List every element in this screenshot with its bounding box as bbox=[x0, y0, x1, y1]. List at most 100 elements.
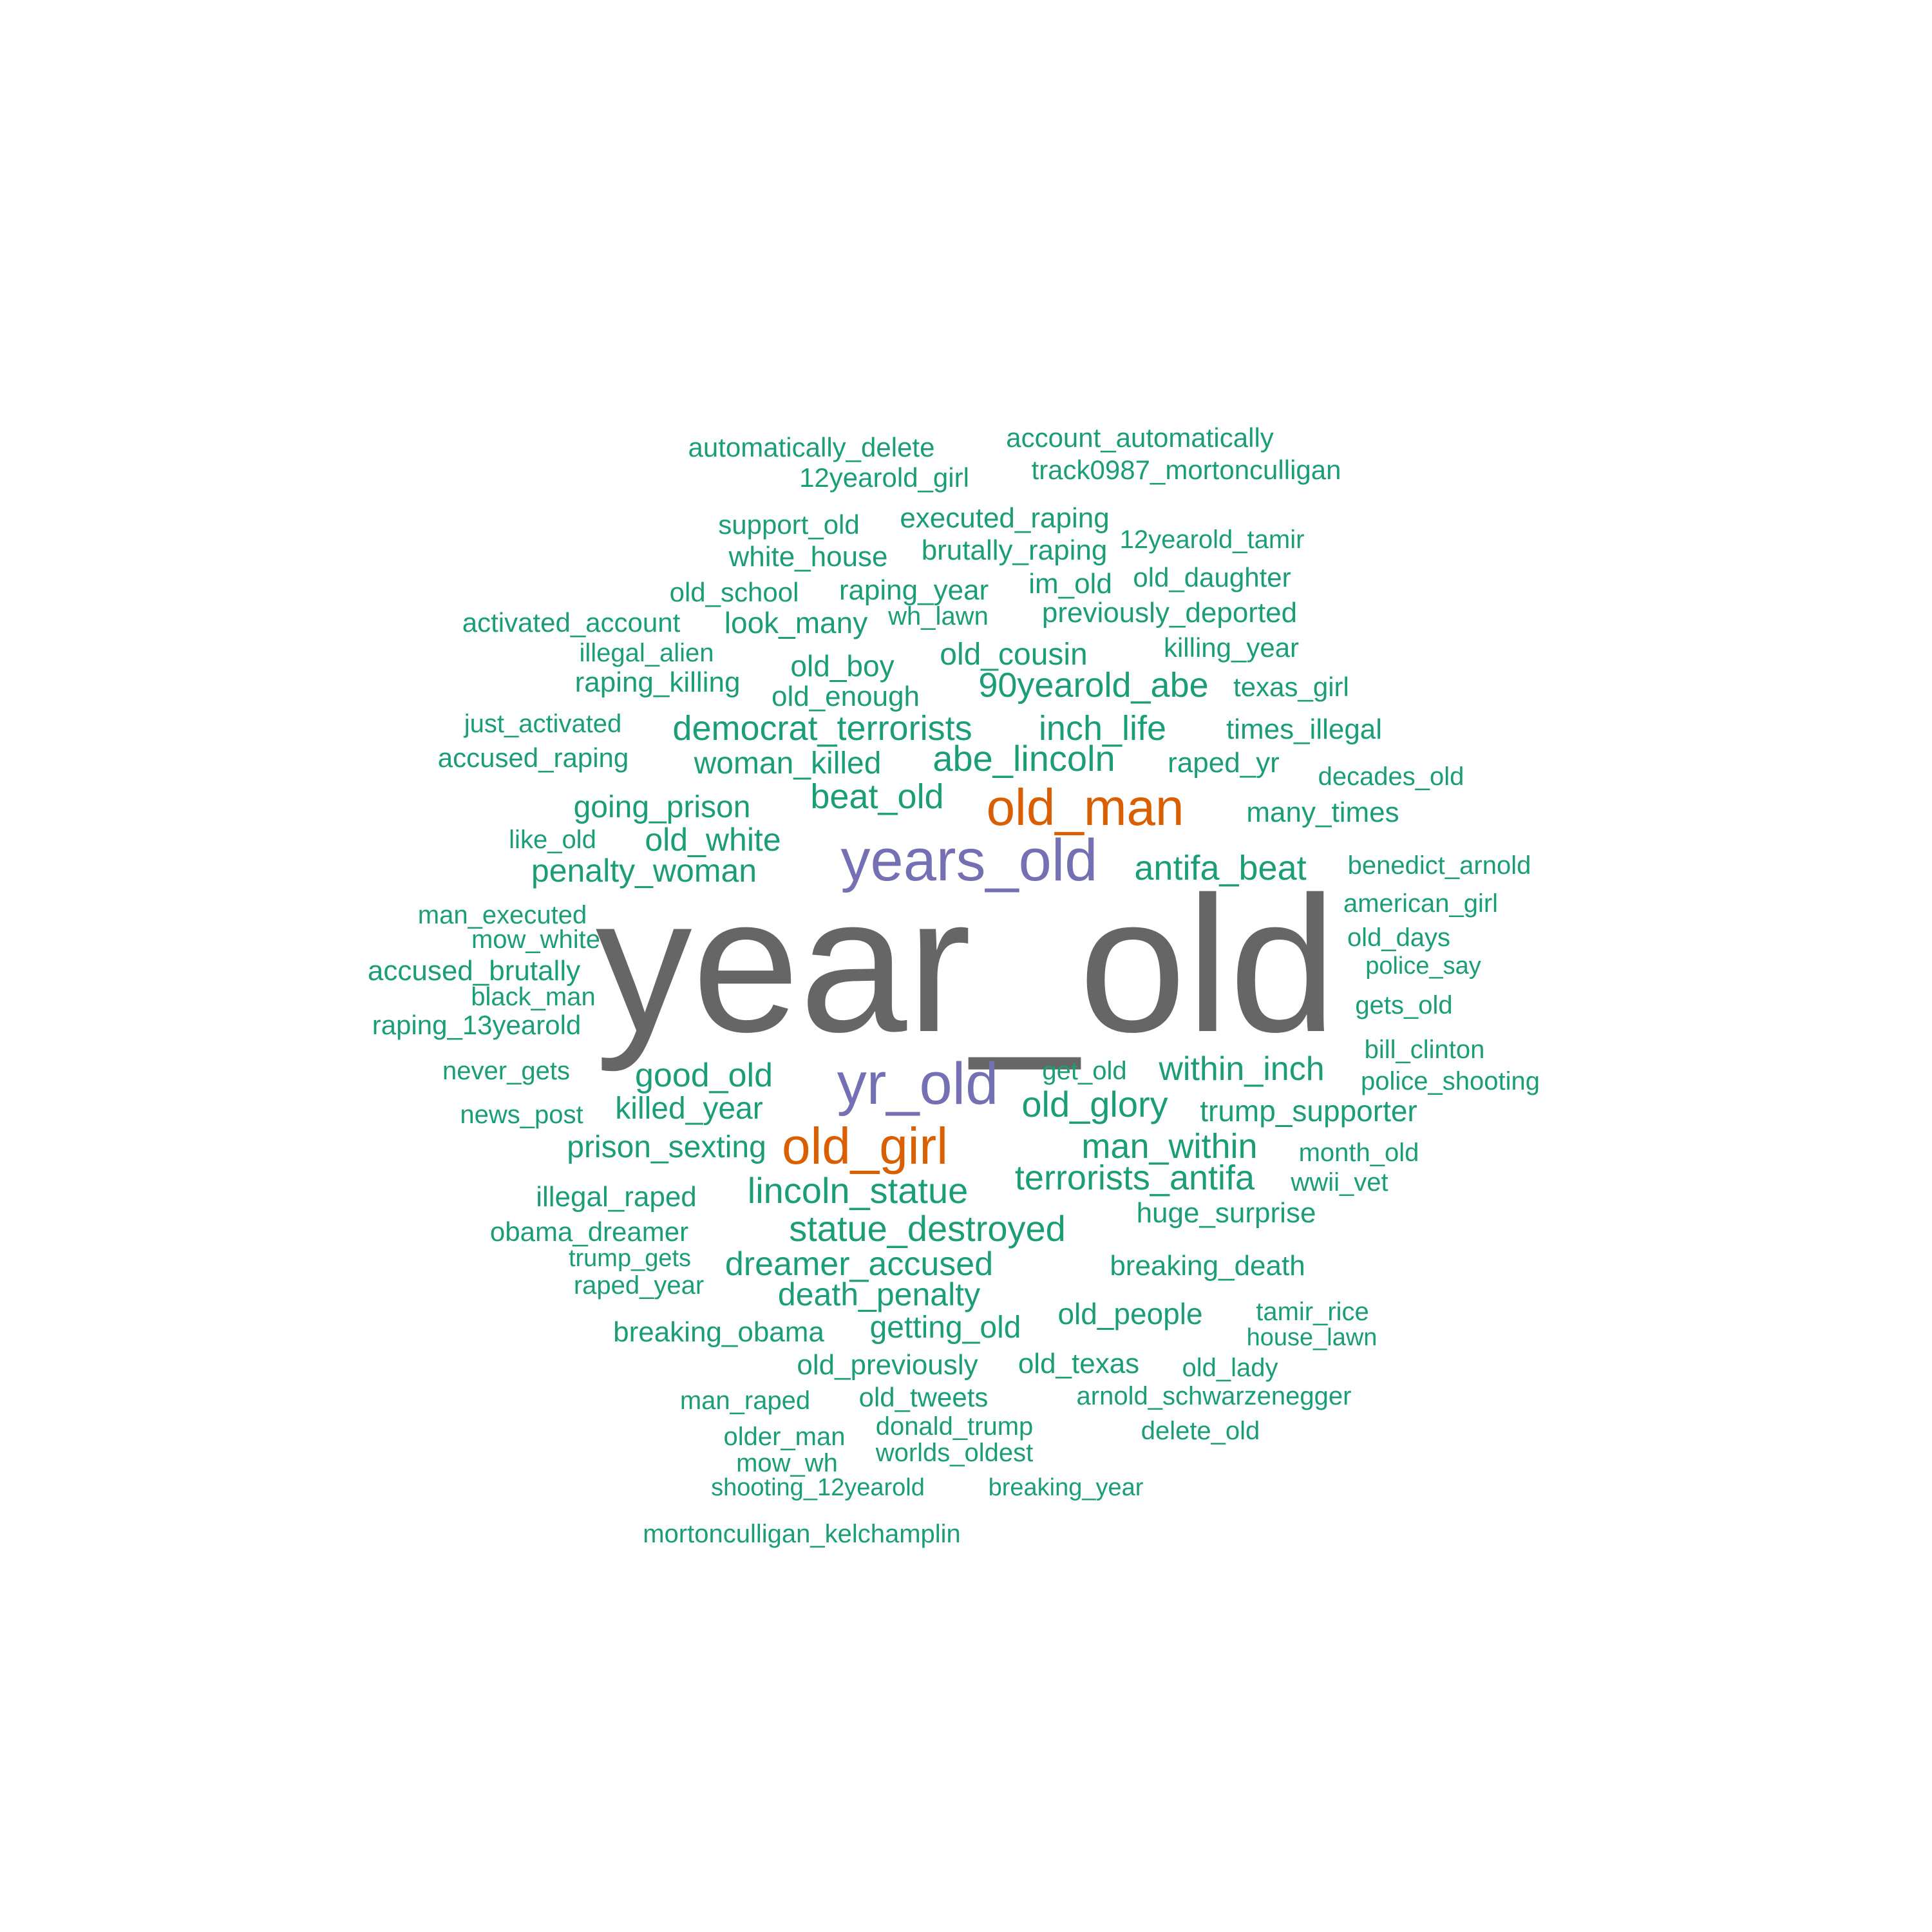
word-tamir-rice: tamir_rice bbox=[1256, 1298, 1369, 1326]
word-going-prison: going_prison bbox=[573, 790, 751, 824]
word-texas-girl: texas_girl bbox=[1233, 672, 1349, 702]
word-man-raped: man_raped bbox=[679, 1387, 811, 1415]
word-old-school: old_school bbox=[669, 577, 799, 607]
word-yr-old: yr_old bbox=[837, 1051, 999, 1117]
word-woman-killed: woman_killed bbox=[694, 746, 882, 781]
word-man-executed: man_executed bbox=[417, 901, 587, 929]
word-antifa-beat: antifa_beat bbox=[1134, 849, 1307, 887]
word-accused-brutally: accused_brutally bbox=[367, 955, 581, 987]
word-old-tweets: old_tweets bbox=[858, 1382, 989, 1412]
word-old-glory: old_glory bbox=[1021, 1084, 1168, 1124]
word-obama-dreamer: obama_dreamer bbox=[489, 1217, 689, 1247]
word-old-girl: old_girl bbox=[782, 1117, 948, 1175]
word-raping-13yearold: raping_13yearold bbox=[372, 1010, 582, 1040]
word-old-man: old_man bbox=[986, 779, 1184, 836]
word-trump-gets: trump_gets bbox=[568, 1245, 692, 1272]
word-account-automatically: account_automatically bbox=[1006, 422, 1274, 453]
word-get-old: get_old bbox=[1042, 1057, 1127, 1085]
word-old-people: old_people bbox=[1057, 1297, 1203, 1331]
word-track0987-mortonculligan: track0987_mortonculligan bbox=[1031, 455, 1341, 485]
word-old-lady: old_lady bbox=[1182, 1354, 1278, 1382]
word-lincoln-statue: lincoln_statue bbox=[747, 1170, 969, 1211]
word-huge-surprise: huge_surprise bbox=[1136, 1197, 1316, 1229]
word-old-previously: old_previously bbox=[797, 1349, 978, 1381]
word-accused-raping: accused_raping bbox=[437, 743, 629, 773]
word-statue-destroyed: statue_destroyed bbox=[789, 1208, 1066, 1249]
word-prison-sexting: prison_sexting bbox=[567, 1130, 766, 1164]
word-old-daughter: old_daughter bbox=[1133, 562, 1291, 592]
word-trump-supporter: trump_supporter bbox=[1200, 1094, 1417, 1128]
word-news-post: news_post bbox=[460, 1101, 583, 1129]
word-times-illegal: times_illegal bbox=[1226, 714, 1383, 745]
word-im-old: im_old bbox=[1028, 568, 1112, 600]
word-wh-lawn: wh_lawn bbox=[888, 602, 989, 630]
word-years-old: years_old bbox=[840, 828, 1098, 893]
word-delete-old: delete_old bbox=[1141, 1417, 1260, 1445]
word-raping-killing: raping_killing bbox=[574, 667, 741, 698]
word-executed-raping: executed_raping bbox=[900, 502, 1110, 534]
word-inch-life: inch_life bbox=[1038, 709, 1167, 748]
word-white-house: white_house bbox=[728, 541, 888, 573]
word-old-cousin: old_cousin bbox=[940, 638, 1088, 672]
word-within-inch: within_inch bbox=[1159, 1050, 1325, 1088]
word-older-man: older_man bbox=[723, 1423, 846, 1451]
word-house-lawn: house_lawn bbox=[1246, 1324, 1378, 1351]
word-killed-year: killed_year bbox=[615, 1092, 763, 1126]
word-black-man: black_man bbox=[471, 983, 596, 1011]
word-automatically-delete: automatically_delete bbox=[688, 432, 935, 462]
word-old-days: old_days bbox=[1347, 923, 1451, 952]
word-benedict-arnold: benedict_arnold bbox=[1347, 851, 1531, 880]
word-bill-clinton: bill_clinton bbox=[1364, 1036, 1485, 1064]
word-old-enough: old_enough bbox=[771, 681, 920, 712]
word-previously-deported: previously_deported bbox=[1041, 597, 1298, 629]
word-activated-account: activated_account bbox=[462, 607, 681, 638]
word-like-old: like_old bbox=[509, 826, 596, 854]
word-year-old: year_old bbox=[595, 856, 1337, 1072]
word-old-white: old_white bbox=[645, 822, 781, 858]
word-support-old: support_old bbox=[718, 509, 860, 540]
word-gets-old: gets_old bbox=[1355, 991, 1453, 1019]
word-arnold-schwarzenegger: arnold_schwarzenegger bbox=[1076, 1382, 1352, 1410]
word-american-girl: american_girl bbox=[1343, 889, 1499, 918]
word-illegal-alien: illegal_alien bbox=[579, 639, 714, 667]
word-terrorists-antifa: terrorists_antifa bbox=[1014, 1159, 1255, 1197]
word-shooting-12yearold: shooting_12yearold bbox=[711, 1474, 925, 1501]
word-decades-old: decades_old bbox=[1318, 762, 1464, 791]
word-man-within: man_within bbox=[1081, 1127, 1258, 1166]
word-brutally-raping: brutally_raping bbox=[921, 535, 1108, 566]
word-mow-white: mow_white bbox=[471, 925, 601, 954]
word-breaking-obama: breaking_obama bbox=[613, 1316, 824, 1348]
word-raped-yr: raped_yr bbox=[1168, 747, 1280, 779]
word-killing-year: killing_year bbox=[1163, 632, 1300, 663]
word-many-times: many_times bbox=[1246, 797, 1399, 828]
word-illegal-raped: illegal_raped bbox=[536, 1181, 697, 1213]
word-never-gets: never_gets bbox=[442, 1057, 570, 1085]
word-wwii-vet: wwii_vet bbox=[1291, 1168, 1388, 1197]
word-old-texas: old_texas bbox=[1018, 1348, 1140, 1379]
word-beat-old: beat_old bbox=[810, 777, 944, 816]
word-12yearold-tamir: 12yearold_tamir bbox=[1119, 526, 1305, 554]
word-good-old: good_old bbox=[635, 1057, 773, 1094]
word-democrat-terrorists: democrat_terrorists bbox=[672, 709, 972, 748]
word-breaking-death: breaking_death bbox=[1110, 1250, 1305, 1282]
word-worlds-oldest: worlds_oldest bbox=[875, 1439, 1034, 1467]
word-police-say: police_say bbox=[1365, 952, 1481, 980]
word-abe-lincoln: abe_lincoln bbox=[933, 738, 1115, 779]
word-dreamer-accused: dreamer_accused bbox=[724, 1245, 994, 1283]
word-donald-trump: donald_trump bbox=[875, 1412, 1034, 1441]
word-month-old: month_old bbox=[1298, 1139, 1419, 1167]
word-police-shooting: police_shooting bbox=[1361, 1067, 1540, 1095]
word-death-penalty: death_penalty bbox=[777, 1276, 981, 1312]
word-breaking-year: breaking_year bbox=[988, 1474, 1144, 1501]
word-just-activated: just_activated bbox=[464, 710, 622, 738]
word-raped-year: raped_year bbox=[573, 1271, 705, 1300]
word-raping-year: raping_year bbox=[838, 574, 989, 606]
word-12yearold-girl: 12yearold_girl bbox=[799, 462, 969, 493]
word-old-boy: old_boy bbox=[790, 649, 895, 683]
word-90yearold-abe: 90yearold_abe bbox=[978, 666, 1209, 705]
word-getting-old: getting_old bbox=[869, 1311, 1021, 1345]
word-look-many: look_many bbox=[724, 606, 868, 639]
word-mortonculligan-kelchamplin: mortonculligan_kelchamplin bbox=[643, 1520, 961, 1548]
word-penalty-woman: penalty_woman bbox=[531, 853, 757, 889]
